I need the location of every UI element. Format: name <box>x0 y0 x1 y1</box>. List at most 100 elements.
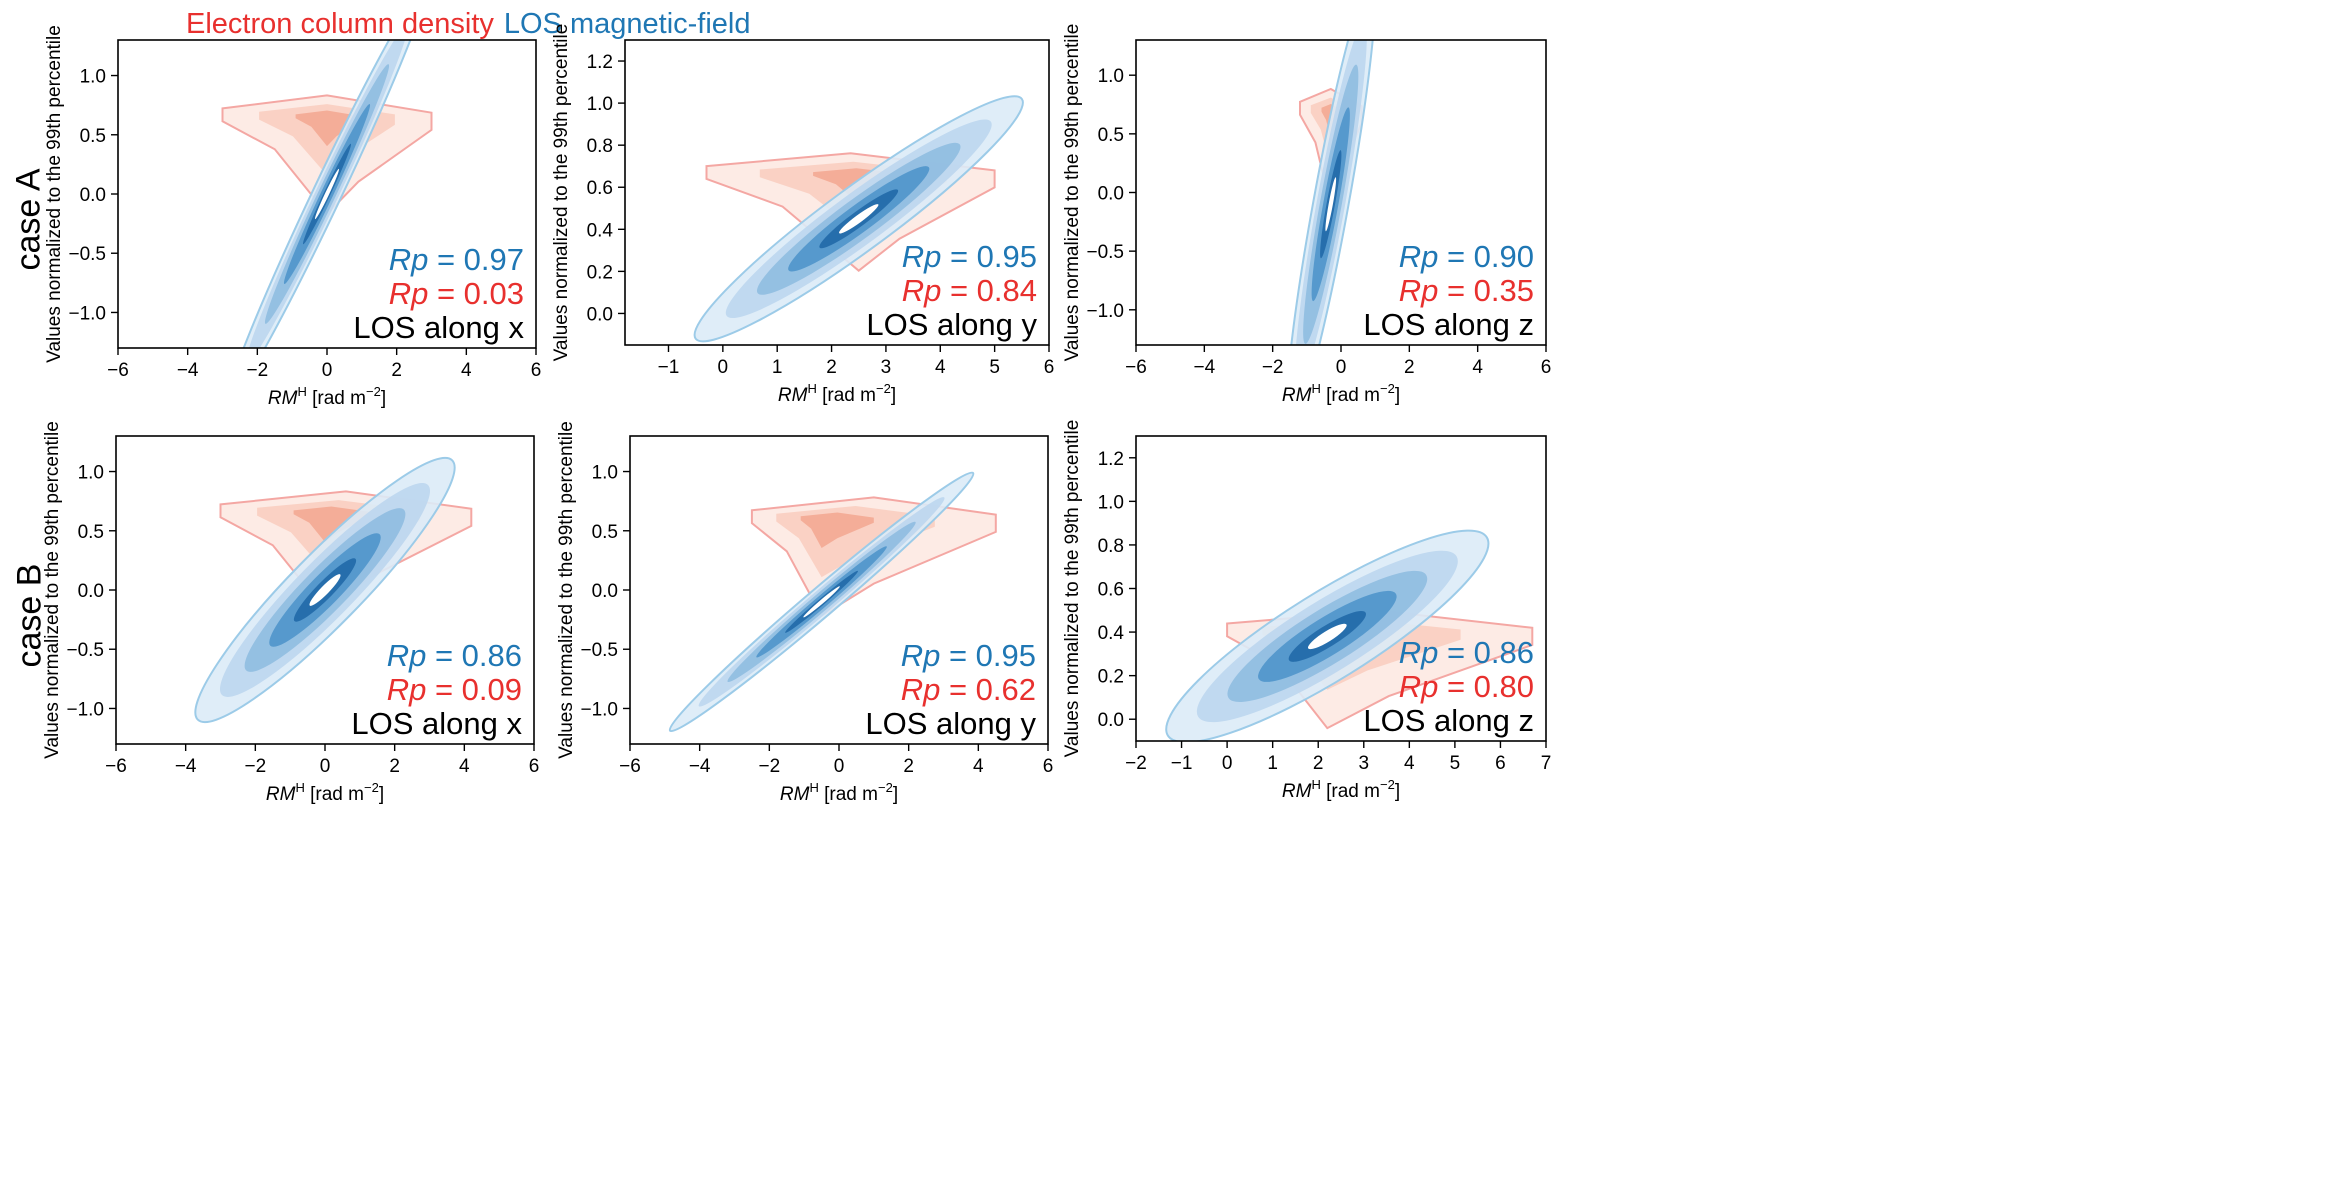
x-tick-label: 0 <box>1336 357 1347 378</box>
y-tick-label: 0.8 <box>587 136 613 157</box>
y-tick-label: −0.5 <box>66 640 104 661</box>
panel-5: −6 −4 −2 0 2 4 6 −1.0 −0.5 0.0 0.5 1.0 RMH [rad m−2]… <box>556 421 1053 805</box>
rp-field-label: Rp = 0.95 <box>901 638 1036 673</box>
x-tick-label: 6 <box>529 756 540 777</box>
x-tick-label: 1 <box>1267 753 1278 774</box>
x-tick-label: 0 <box>834 756 845 777</box>
x-tick-label: −2 <box>1125 753 1147 774</box>
x-axis-label: RMH [rad m−2] <box>1282 777 1400 802</box>
x-tick-label: 2 <box>391 360 402 381</box>
y-tick-label: −0.5 <box>1086 242 1124 263</box>
x-tick-label: 0 <box>322 360 333 381</box>
x-tick-label: −2 <box>244 756 266 777</box>
y-tick-label: 1.0 <box>1098 66 1124 87</box>
y-axis-label: Values normalized to the 99th percentile <box>42 421 63 759</box>
y-tick-label: −1.0 <box>580 699 618 720</box>
x-tick-label: 2 <box>1313 753 1324 774</box>
y-tick-label: 0.2 <box>587 262 613 283</box>
x-tick-label: 6 <box>1043 756 1054 777</box>
x-tick-label: −2 <box>1262 357 1284 378</box>
los-title: LOS along x <box>353 310 524 345</box>
y-tick-label: 0.0 <box>1098 184 1124 205</box>
legend-electron: Electron column density <box>186 8 494 40</box>
x-tick-label: 7 <box>1541 753 1552 774</box>
y-tick-label: 0.4 <box>1098 623 1125 644</box>
y-tick-label: 0.0 <box>587 304 613 325</box>
x-tick-label: 0 <box>718 357 729 378</box>
x-tick-label: 6 <box>1541 357 1552 378</box>
y-tick-label: −1.0 <box>1086 301 1124 322</box>
y-tick-label: 0.8 <box>1098 536 1124 557</box>
x-tick-label: 2 <box>903 756 914 777</box>
x-tick-label: 0 <box>1222 753 1233 774</box>
x-tick-label: 1 <box>772 357 783 378</box>
plot-area <box>693 95 1024 343</box>
x-tick-label: −1 <box>1171 753 1193 774</box>
x-tick-label: 3 <box>1358 753 1369 774</box>
field-contour-peak <box>1325 177 1337 232</box>
y-tick-label: 0.5 <box>78 522 104 543</box>
x-tick-label: 4 <box>1472 357 1483 378</box>
x-tick-label: −4 <box>1193 357 1215 378</box>
x-tick-label: −4 <box>177 360 199 381</box>
y-tick-label: 1.2 <box>587 52 613 73</box>
figure-legend: Electron column density LOS magnetic-fiel… <box>186 8 761 41</box>
rp-electron-label: Rp = 0.03 <box>389 276 524 311</box>
x-tick-label: 6 <box>1495 753 1506 774</box>
y-tick-label: 0.5 <box>1098 125 1124 146</box>
x-tick-label: −2 <box>758 756 780 777</box>
x-tick-label: 4 <box>935 357 946 378</box>
panel-2: −1 0 1 2 3 4 5 6 0.0 0.2 0.4 0.6 0.8 1.0 1.2 RMH [rad m… <box>551 24 1054 406</box>
x-tick-label: 4 <box>1404 753 1415 774</box>
rp-electron-label: Rp = 0.62 <box>901 672 1036 707</box>
x-tick-label: −6 <box>105 756 127 777</box>
y-tick-label: 1.0 <box>592 463 618 484</box>
axes-frame <box>624 39 1050 346</box>
x-tick-label: 4 <box>459 756 470 777</box>
x-tick-label: 0 <box>320 756 331 777</box>
x-tick-label: 6 <box>1044 357 1055 378</box>
x-tick-label: 6 <box>531 360 542 381</box>
y-axis-label: Values normalized to the 99th percentile <box>1062 420 1083 758</box>
x-tick-label: −1 <box>658 357 680 378</box>
y-tick-label: 1.2 <box>1098 449 1124 470</box>
rp-electron-label: Rp = 0.84 <box>902 273 1037 308</box>
panel-3: −6 −4 −2 0 2 4 6 −1.0 −0.5 0.0 0.5 1.0 RMH [rad m−2]… <box>1062 24 1552 406</box>
y-tick-label: −0.5 <box>580 640 618 661</box>
plot-area <box>1165 529 1534 741</box>
electron-contour-core <box>800 512 874 548</box>
rp-field-label: Rp = 0.95 <box>902 239 1037 274</box>
y-tick-label: 1.0 <box>587 94 613 115</box>
y-axis-label: Values normalized to the 99th percentile <box>44 25 65 363</box>
y-tick-label: 0.0 <box>78 581 104 602</box>
rp-field-label: Rp = 0.86 <box>1399 635 1534 670</box>
y-axis-label: Values normalized to the 99th percentile <box>556 421 577 759</box>
rp-field-label: Rp = 0.86 <box>387 638 522 673</box>
plot-area <box>1285 40 1377 345</box>
rp-electron-label: Rp = 0.35 <box>1399 273 1534 308</box>
plot-area <box>668 471 997 733</box>
y-axis-label: Values normalized to the 99th percentile <box>551 24 572 362</box>
y-tick-label: 0.6 <box>587 178 613 199</box>
los-title: LOS along z <box>1363 703 1534 738</box>
x-tick-label: 4 <box>461 360 472 381</box>
plot-area <box>221 40 433 348</box>
field-contour-peak <box>803 586 840 618</box>
rp-electron-label: Rp = 0.09 <box>387 672 522 707</box>
los-title: LOS along z <box>1363 307 1534 342</box>
y-tick-label: 0.0 <box>1098 710 1124 731</box>
x-tick-label: 2 <box>826 357 837 378</box>
field-contour-peak <box>309 574 341 606</box>
y-tick-label: 0.2 <box>1098 667 1124 688</box>
x-tick-label: 2 <box>1404 357 1415 378</box>
y-axis-label: Values normalized to the 99th percentile <box>1062 24 1083 362</box>
los-title: LOS along y <box>865 706 1036 741</box>
y-tick-label: 1.0 <box>1098 492 1124 513</box>
field-contour-peak <box>314 168 340 220</box>
x-tick-label: 5 <box>989 357 1000 378</box>
x-axis-label: RMH [rad m−2] <box>778 381 896 406</box>
y-tick-label: 0.6 <box>1098 580 1124 601</box>
panel-1: −6 −4 −2 0 2 4 6 −1.0 −0.5 0.0 0.5 1.0 RMH [rad m−2]… <box>44 25 542 409</box>
electron-contour-core <box>295 110 359 147</box>
